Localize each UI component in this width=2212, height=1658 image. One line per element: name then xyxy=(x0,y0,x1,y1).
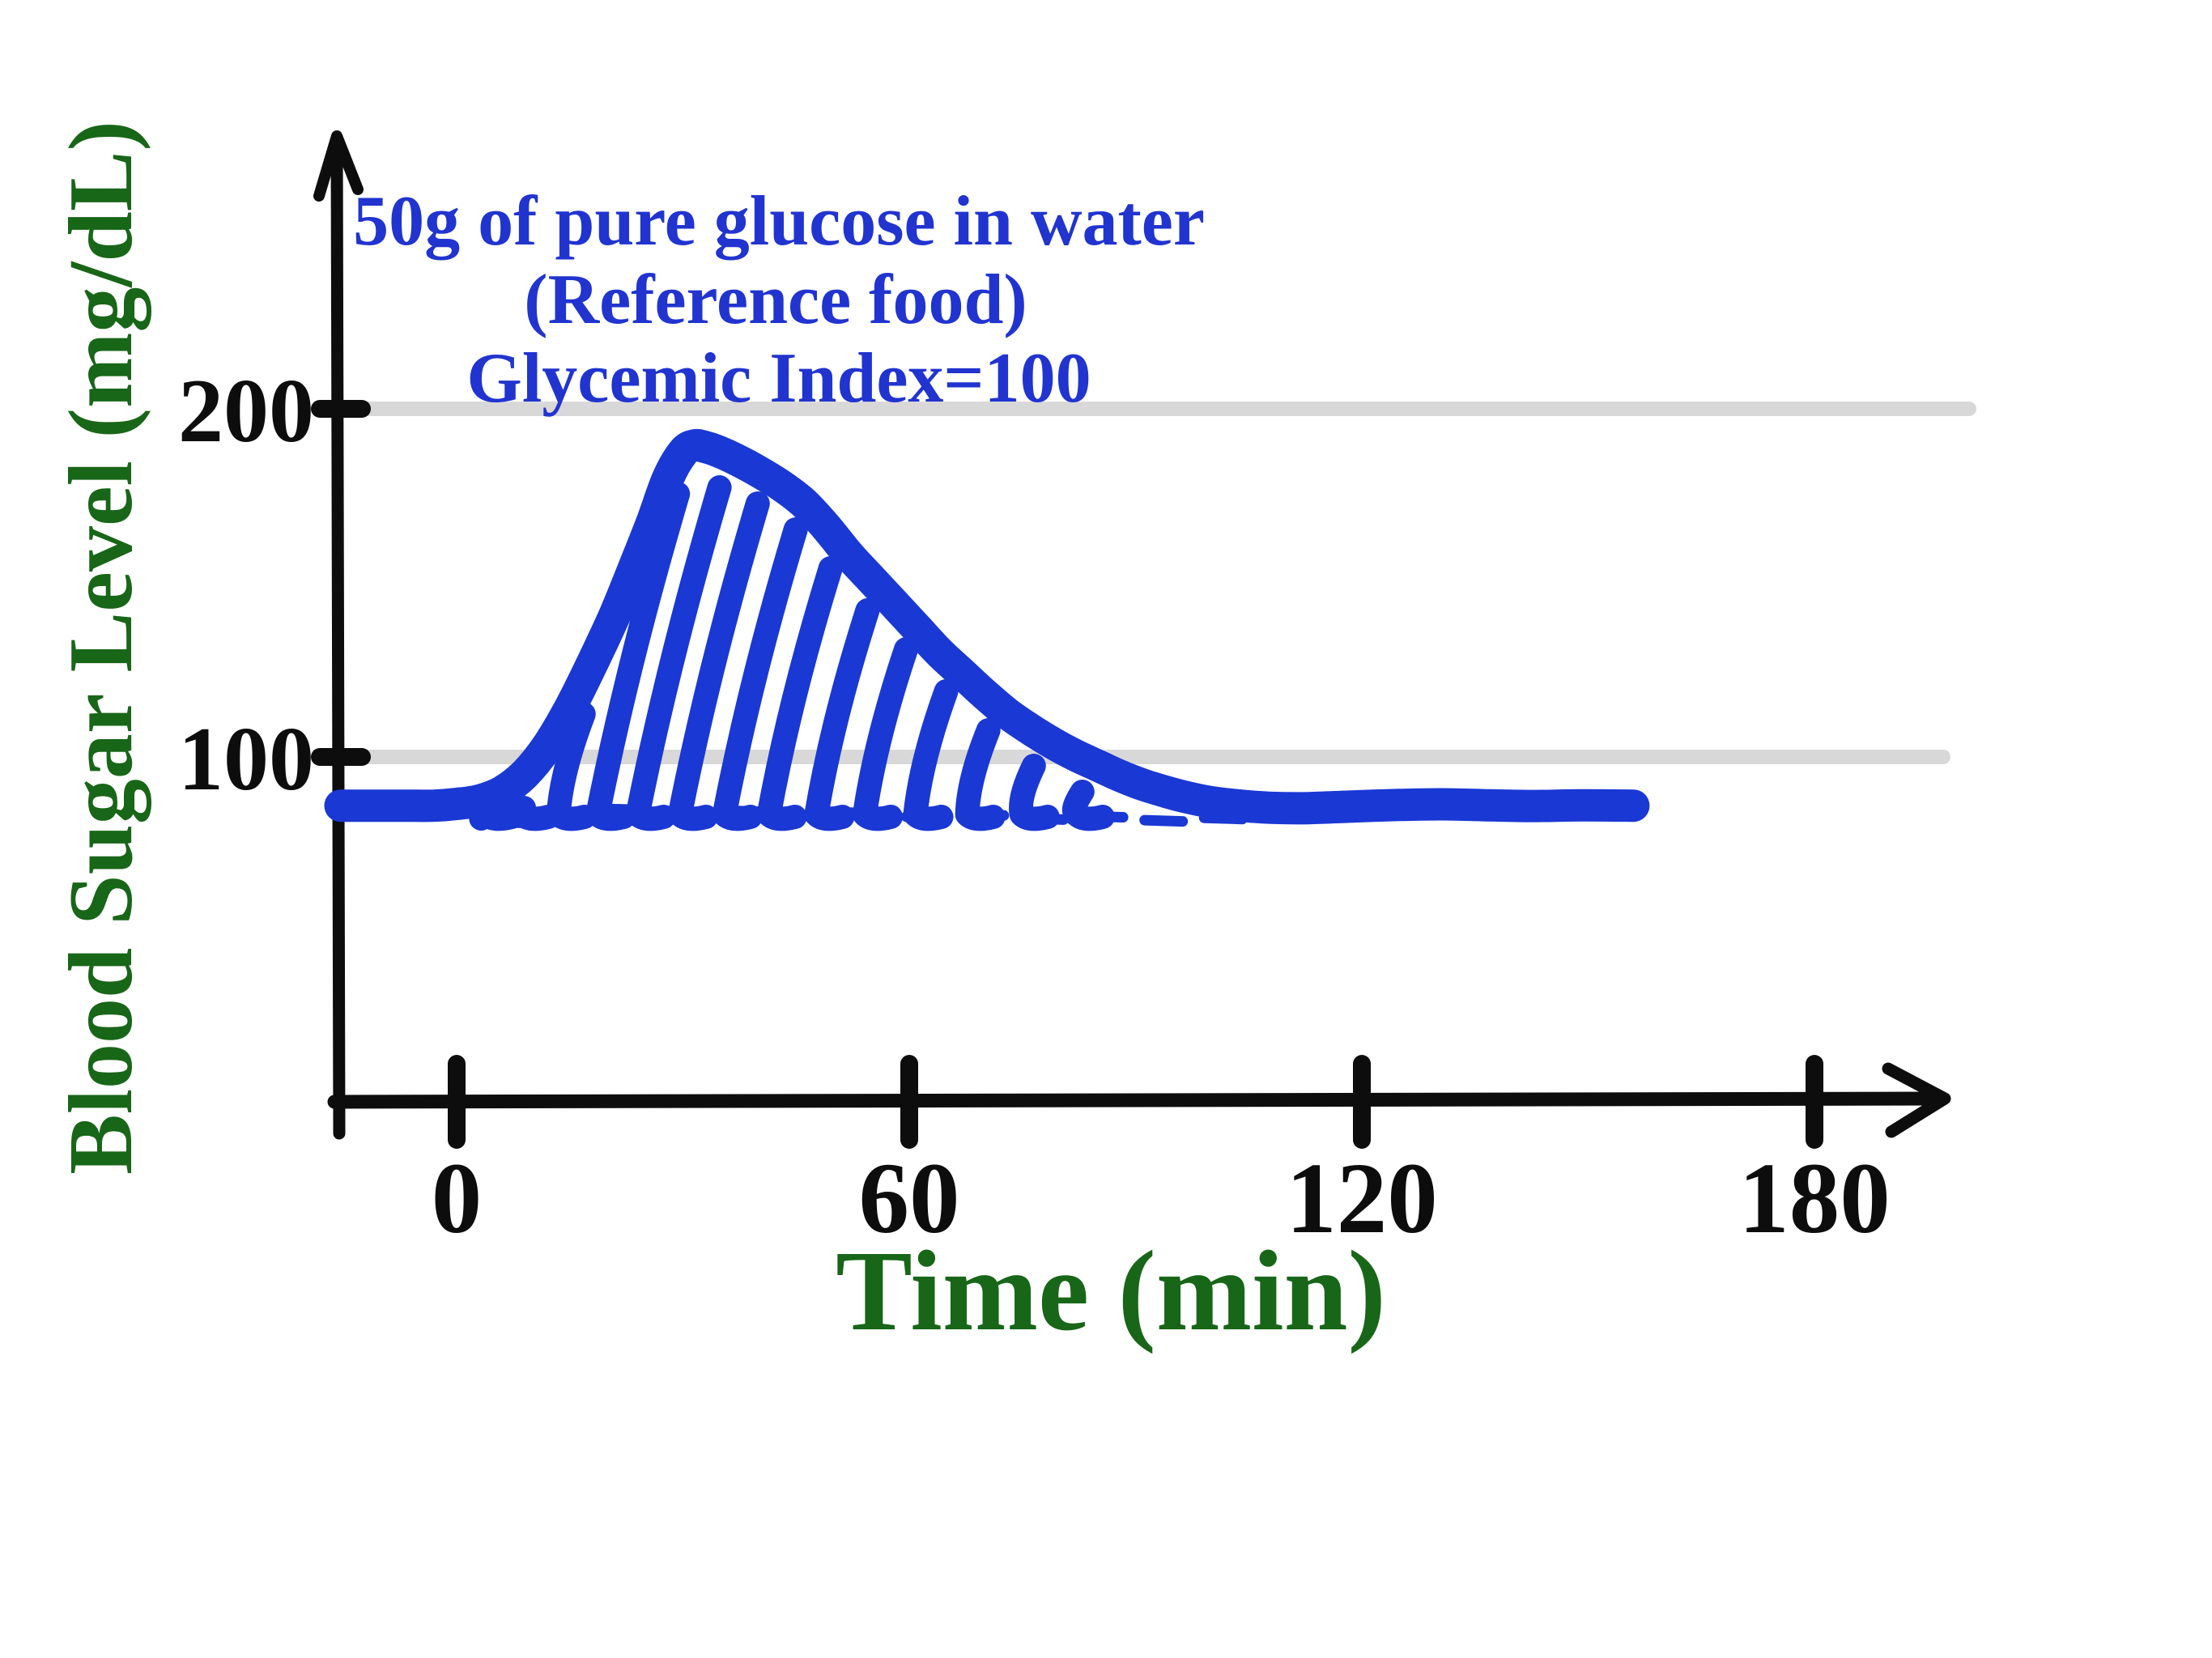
x-tick-label-60: 60 xyxy=(859,1143,960,1255)
area-hatch-strokes xyxy=(469,475,1115,831)
hatch-stroke-14 xyxy=(1061,780,1115,831)
hatch-stroke-12 xyxy=(955,718,1006,831)
y-axis-ticks xyxy=(311,400,371,766)
x-axis-ticks xyxy=(448,1055,1824,1149)
hatch-stroke-6 xyxy=(667,491,770,831)
y-tick-labels: 100 200 xyxy=(178,361,314,810)
y-axis-title: Blood Sugar Level (mg/dL) xyxy=(51,121,151,1175)
hatch-stroke-4 xyxy=(585,482,691,831)
blood-sugar-curve xyxy=(324,428,1650,825)
hatch-stroke-10 xyxy=(853,637,918,831)
hatch-stroke-9 xyxy=(804,598,880,831)
annotation-line-3: Glycemic Index=100 xyxy=(466,339,1091,418)
y-axis-arrowhead-icon xyxy=(313,130,364,202)
hatch-stroke-5 xyxy=(625,475,732,831)
hatch-stroke-2 xyxy=(506,796,561,831)
x-tick-label-180: 180 xyxy=(1738,1143,1891,1255)
text-layer: 50g of pure glucose in water (Reference … xyxy=(51,121,1891,1354)
x-tick-labels: 0 60 120 180 xyxy=(432,1143,1891,1255)
hatch-stroke-11 xyxy=(903,679,959,831)
x-axis-arrowhead-icon xyxy=(1882,1062,1951,1138)
x-axis-line xyxy=(327,1091,1944,1109)
y-tick-label-200: 200 xyxy=(178,361,314,461)
hatch-stroke-8 xyxy=(756,556,843,831)
y-tick-label-100: 100 xyxy=(178,709,314,810)
hatch-stroke-13 xyxy=(1009,754,1060,831)
baseline-dash-12 xyxy=(1139,814,1189,827)
y-axis-line xyxy=(330,136,346,1140)
annotation-line-1: 50g of pure glucose in water xyxy=(353,182,1205,261)
x-tick-label-0: 0 xyxy=(432,1143,483,1255)
annotation-line-2: (Reference food) xyxy=(524,261,1027,339)
plot-area xyxy=(324,428,1650,831)
x-tick-label-120: 120 xyxy=(1286,1143,1438,1255)
axes xyxy=(311,130,1951,1149)
hatch-stroke-3 xyxy=(546,702,597,831)
hatch-stroke-7 xyxy=(712,517,808,831)
x-axis-title: Time (min) xyxy=(836,1226,1386,1354)
